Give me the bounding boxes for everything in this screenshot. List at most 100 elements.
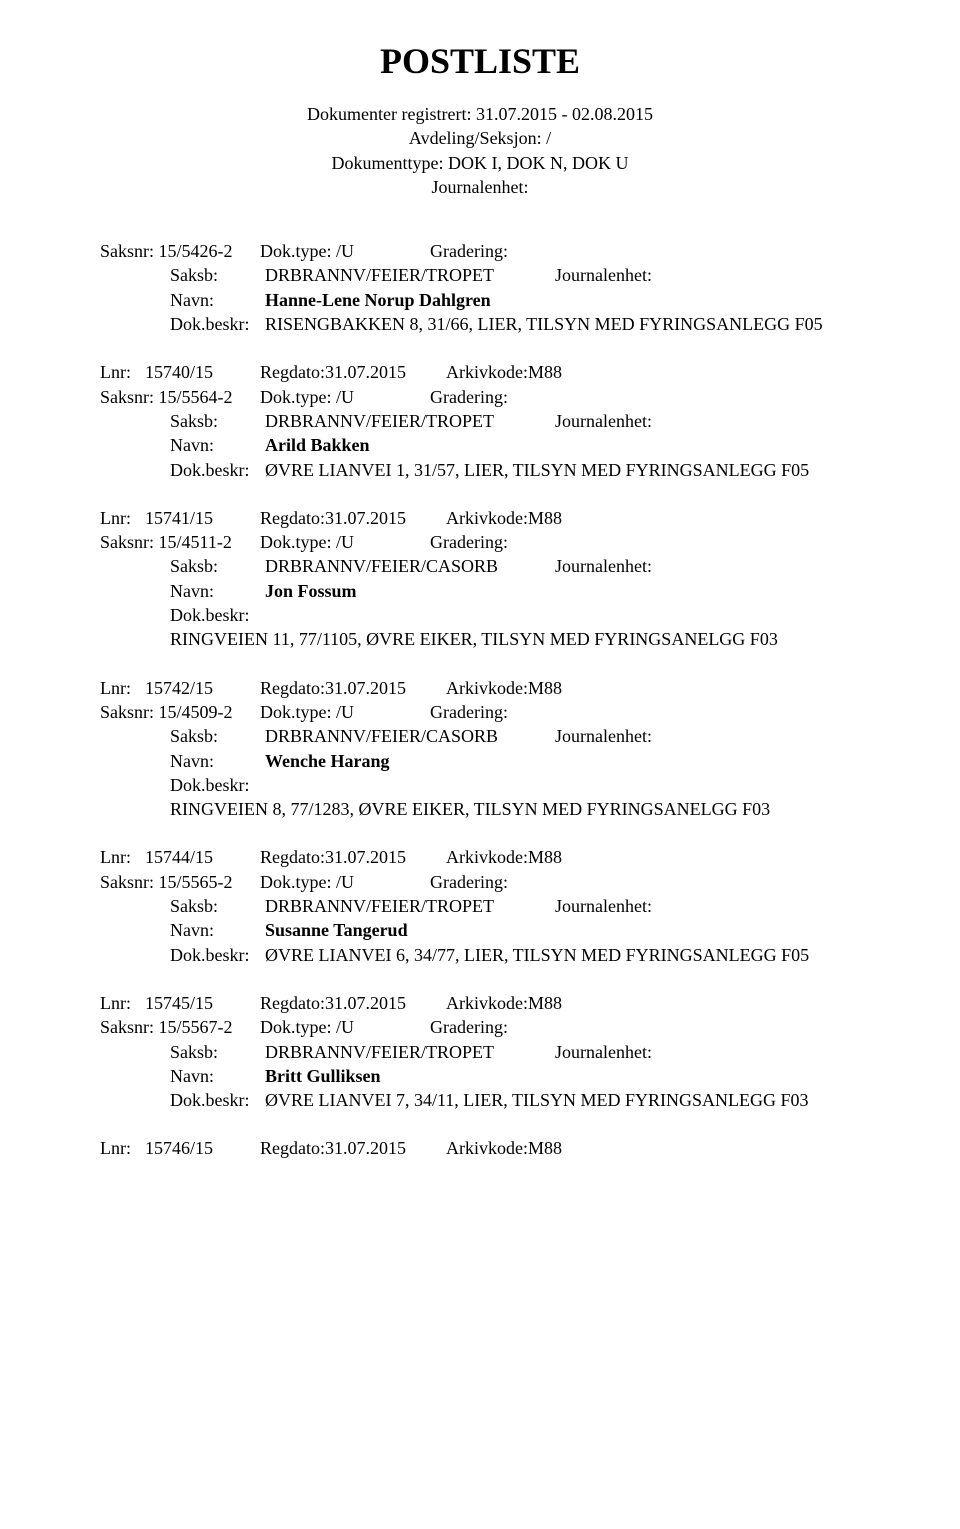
subheader-line-2: Avdeling/Seksjon: /	[100, 126, 860, 150]
navn-value: Wenche Harang	[265, 749, 860, 773]
lnr-row: Lnr: 15741/15 Regdato:31.07.2015 Arkivko…	[100, 506, 860, 530]
navn-row: Navn: Arild Bakken	[170, 433, 860, 457]
saksb-label: Saksb:	[170, 409, 265, 433]
saksb-value: DRBRANNV/FEIER/CASORB	[265, 554, 555, 578]
lnr-value: 15742/15	[145, 676, 260, 700]
saksb-label: Saksb:	[170, 554, 265, 578]
arkivkode-label: Arkivkode:	[446, 678, 528, 698]
lnr-value: 15746/15	[145, 1136, 260, 1160]
regdato-value: 31.07.2015	[325, 678, 406, 698]
journalenhet-label: Journalenhet:	[555, 724, 652, 748]
dokbeskr-row: Dok.beskr: ØVRE LIANVEI 7, 34/11, LIER, …	[170, 1088, 860, 1112]
page: POSTLISTE Dokumenter registrert: 31.07.2…	[0, 0, 960, 1529]
lnr-label: Lnr:	[100, 676, 145, 700]
dokbeskr-label: Dok.beskr:	[170, 1088, 265, 1112]
saksb-label: Saksb:	[170, 263, 265, 287]
lnr-label: Lnr:	[100, 1136, 145, 1160]
subheader-block: Dokumenter registrert: 31.07.2015 - 02.0…	[100, 102, 860, 199]
navn-label: Navn:	[170, 433, 265, 457]
entry: Lnr: 15740/15 Regdato:31.07.2015 Arkivko…	[100, 360, 860, 481]
lnr-row: Lnr: 15740/15 Regdato:31.07.2015 Arkivko…	[100, 360, 860, 384]
dokbeskr-label: Dok.beskr:	[170, 943, 265, 967]
arkivkode-label: Arkivkode:	[446, 993, 528, 1013]
saksb-row: Saksb: DRBRANNV/FEIER/CASORB Journalenhe…	[170, 724, 860, 748]
lnr-value: 15740/15	[145, 360, 260, 384]
entry: Lnr: 15745/15 Regdato:31.07.2015 Arkivko…	[100, 991, 860, 1112]
dokbeskr-row: Dok.beskr: ØVRE LIANVEI 6, 34/77, LIER, …	[170, 943, 860, 967]
doktype-value: Dok.type: /U	[260, 530, 430, 554]
arkivkode-value: M88	[528, 508, 562, 528]
arkivkode-label: Arkivkode:	[446, 362, 528, 382]
lnr-value: 15745/15	[145, 991, 260, 1015]
saksnr-row: Saksnr: 15/4511-2 Dok.type: /U Gradering…	[100, 530, 860, 554]
gradering-value: Gradering:	[430, 239, 508, 263]
navn-value: Arild Bakken	[265, 433, 860, 457]
subheader-line-3: Dokumenttype: DOK I, DOK N, DOK U	[100, 151, 860, 175]
doktype-value: Dok.type: /U	[260, 385, 430, 409]
entry: Saksnr: 15/5426-2 Dok.type: /U Gradering…	[100, 239, 860, 336]
arkivkode-label: Arkivkode:	[446, 1138, 528, 1158]
saksb-value: DRBRANNV/FEIER/CASORB	[265, 724, 555, 748]
dokbeskr-value: RINGVEIEN 8, 77/1283, ØVRE EIKER, TILSYN…	[170, 797, 860, 821]
doktype-value: Dok.type: /U	[260, 239, 430, 263]
lnr-value: 15744/15	[145, 845, 260, 869]
saksnr-row: Saksnr: 15/5565-2 Dok.type: /U Gradering…	[100, 870, 860, 894]
dokbeskr-label: Dok.beskr:	[170, 773, 265, 797]
lnr-row: Lnr: 15746/15 Regdato:31.07.2015 Arkivko…	[100, 1136, 860, 1160]
navn-label: Navn:	[170, 749, 265, 773]
doktype-value: Dok.type: /U	[260, 1015, 430, 1039]
regdato-value: 31.07.2015	[325, 847, 406, 867]
subheader-line-4: Journalenhet:	[100, 175, 860, 199]
arkivkode-value: M88	[528, 993, 562, 1013]
regdato-value: 31.07.2015	[325, 362, 406, 382]
navn-row: Navn: Wenche Harang	[170, 749, 860, 773]
navn-row: Navn: Britt Gulliksen	[170, 1064, 860, 1088]
saksnr-value: Saksnr: 15/4511-2	[100, 530, 260, 554]
regdato-label: Regdato:	[260, 508, 325, 528]
page-title: POSTLISTE	[100, 40, 860, 82]
lnr-label: Lnr:	[100, 360, 145, 384]
lnr-row: Lnr: 15744/15 Regdato:31.07.2015 Arkivko…	[100, 845, 860, 869]
dokbeskr-row: Dok.beskr: RISENGBAKKEN 8, 31/66, LIER, …	[170, 312, 860, 336]
arkivkode-value: M88	[528, 1138, 562, 1158]
regdato-value: 31.07.2015	[325, 508, 406, 528]
saksnr-value: Saksnr: 15/4509-2	[100, 700, 260, 724]
entry: Lnr: 15741/15 Regdato:31.07.2015 Arkivko…	[100, 506, 860, 652]
dokbeskr-value: ØVRE LIANVEI 7, 34/11, LIER, TILSYN MED …	[265, 1088, 860, 1112]
arkivkode-label: Arkivkode:	[446, 508, 528, 528]
navn-value: Jon Fossum	[265, 579, 860, 603]
saksb-label: Saksb:	[170, 724, 265, 748]
saksb-label: Saksb:	[170, 894, 265, 918]
arkivkode-label: Arkivkode:	[446, 847, 528, 867]
saksnr-row: Saksnr: 15/4509-2 Dok.type: /U Gradering…	[100, 700, 860, 724]
navn-label: Navn:	[170, 579, 265, 603]
navn-row: Navn: Jon Fossum	[170, 579, 860, 603]
saksnr-value: Saksnr: 15/5426-2	[100, 239, 260, 263]
navn-row: Navn: Susanne Tangerud	[170, 918, 860, 942]
saksnr-row: Saksnr: 15/5564-2 Dok.type: /U Gradering…	[100, 385, 860, 409]
entry: Lnr: 15742/15 Regdato:31.07.2015 Arkivko…	[100, 676, 860, 822]
lnr-label: Lnr:	[100, 991, 145, 1015]
gradering-value: Gradering:	[430, 700, 508, 724]
doktype-value: Dok.type: /U	[260, 870, 430, 894]
navn-label: Navn:	[170, 288, 265, 312]
navn-value: Susanne Tangerud	[265, 918, 860, 942]
saksnr-row: Saksnr: 15/5426-2 Dok.type: /U Gradering…	[100, 239, 860, 263]
saksb-row: Saksb: DRBRANNV/FEIER/TROPET Journalenhe…	[170, 263, 860, 287]
dokbeskr-value: ØVRE LIANVEI 6, 34/77, LIER, TILSYN MED …	[265, 943, 860, 967]
lnr-label: Lnr:	[100, 845, 145, 869]
dokbeskr-label: Dok.beskr:	[170, 458, 265, 482]
gradering-value: Gradering:	[430, 530, 508, 554]
subheader-line-1: Dokumenter registrert: 31.07.2015 - 02.0…	[100, 102, 860, 126]
saksb-value: DRBRANNV/FEIER/TROPET	[265, 409, 555, 433]
entry-lnr-only: Lnr: 15746/15 Regdato:31.07.2015 Arkivko…	[100, 1136, 860, 1160]
journalenhet-label: Journalenhet:	[555, 263, 652, 287]
regdato-label: Regdato:	[260, 1138, 325, 1158]
saksnr-row: Saksnr: 15/5567-2 Dok.type: /U Gradering…	[100, 1015, 860, 1039]
navn-label: Navn:	[170, 1064, 265, 1088]
dokbeskr-row: Dok.beskr: RINGVEIEN 8, 77/1283, ØVRE EI…	[170, 773, 860, 822]
dokbeskr-row: Dok.beskr: ØVRE LIANVEI 1, 31/57, LIER, …	[170, 458, 860, 482]
lnr-row: Lnr: 15742/15 Regdato:31.07.2015 Arkivko…	[100, 676, 860, 700]
regdato-value: 31.07.2015	[325, 1138, 406, 1158]
saksb-row: Saksb: DRBRANNV/FEIER/TROPET Journalenhe…	[170, 409, 860, 433]
